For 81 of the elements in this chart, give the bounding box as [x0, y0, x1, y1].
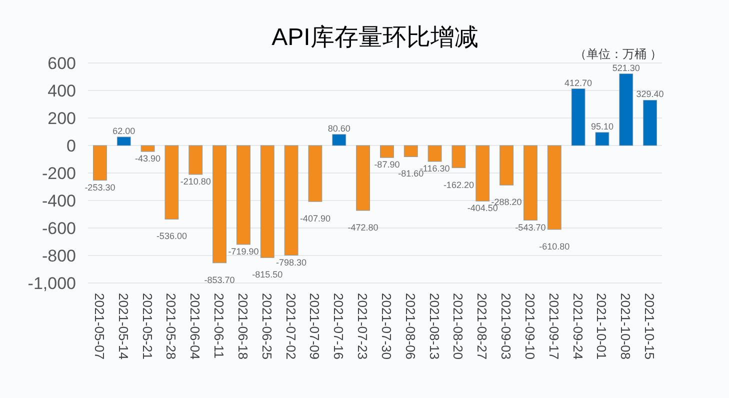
bar: [188, 145, 203, 175]
bar: [116, 136, 131, 146]
y-tick-label: -400: [42, 192, 76, 210]
bar: [404, 145, 418, 157]
bar: [500, 145, 514, 186]
bar: [212, 145, 226, 264]
bar: [284, 145, 298, 256]
chart-title: API库存量环比增减: [272, 24, 478, 51]
bar: [595, 132, 610, 146]
x-tick-label: 2021-10-15: [642, 293, 658, 360]
bar: [260, 145, 274, 258]
y-tick-label: 0: [66, 136, 76, 156]
data-label: -87.90: [374, 160, 400, 170]
bar: [571, 88, 586, 146]
bar: [428, 145, 442, 162]
text: （单位：万桶 ）: [574, 47, 662, 61]
bar: [619, 74, 634, 146]
data-label: -407.90: [300, 214, 330, 224]
data-label: -610.80: [539, 241, 570, 252]
x-tick-label: 2021-09-17: [546, 293, 562, 360]
data-label: -472.80: [348, 222, 378, 233]
data-label: 62.00: [112, 126, 136, 136]
x-tick-label: 2021-10-08: [618, 293, 634, 360]
x-tick-label: 2021-06-04: [188, 293, 203, 360]
x-tick-label: 2021-07-09: [307, 293, 322, 360]
y-tick-label: -200: [42, 164, 76, 183]
bar: [356, 145, 370, 211]
x-tick-label: 2021-09-24: [570, 293, 586, 360]
y-tick-label: -800: [42, 246, 76, 266]
data-label: -853.70: [204, 274, 235, 285]
data-label: -162.20: [443, 180, 474, 190]
data-label: 521.30: [612, 62, 640, 73]
data-label: -798.30: [276, 257, 307, 268]
data-label: -536.00: [156, 231, 187, 242]
y-tick-label: 600: [48, 54, 76, 73]
bar: [452, 145, 466, 168]
x-tick-label: 2021-05-21: [140, 293, 155, 360]
data-label: -253.30: [84, 182, 116, 192]
x-tick-label: 2021-05-14: [116, 293, 131, 360]
x-tick-label: 2021-06-11: [212, 293, 227, 359]
data-label: 80.60: [328, 123, 350, 134]
bar: [476, 145, 490, 202]
bar: [93, 145, 107, 181]
x-tick-label: 2021-07-30: [378, 293, 394, 360]
x-tick-label: 2021-08-06: [402, 293, 418, 360]
data-label: 412.70: [564, 78, 592, 88]
y-tick-label: -1,000: [28, 274, 76, 293]
x-tick-label: 2021-09-03: [498, 293, 514, 360]
data-label: -43.90: [135, 154, 161, 164]
bar: [308, 145, 322, 202]
bar: [332, 134, 346, 146]
bar: [547, 145, 562, 230]
data-label: 329.40: [636, 89, 664, 100]
x-tick-label: 2021-08-13: [426, 293, 442, 360]
data-label: -81.60: [398, 168, 424, 179]
x-tick-label: 2021-08-27: [474, 293, 490, 360]
x-tick-label: 2021-05-28: [164, 293, 179, 360]
x-tick-label: 2021-08-20: [450, 293, 466, 360]
x-tick-label: 2021-09-10: [522, 293, 538, 360]
bar: [236, 145, 250, 245]
bar: [524, 145, 538, 221]
x-tick-label: 2021-10-01: [594, 293, 610, 360]
data-label: -815.50: [252, 270, 283, 280]
y-tick-label: -600: [42, 219, 76, 238]
bar: [164, 145, 179, 220]
x-tick-label: 2021-07-02: [283, 293, 298, 360]
y-tick-label: 400: [48, 82, 76, 100]
x-tick-label: 2021-06-25: [259, 293, 274, 360]
bar: [140, 145, 155, 152]
bar: [643, 100, 657, 146]
x-tick-label: 2021-07-23: [355, 293, 370, 360]
x-tick-label: 2021-07-16: [331, 293, 346, 360]
bar: [380, 145, 394, 158]
x-tick-label: 2021-05-07: [92, 293, 107, 360]
data-label: -543.70: [515, 222, 546, 232]
x-tick-label: 2021-06-18: [235, 293, 250, 360]
data-label: -404.50: [467, 203, 498, 214]
data-label: -210.80: [180, 176, 211, 186]
y-tick-label: 200: [48, 109, 76, 128]
data-label: -719.90: [228, 246, 259, 256]
data-label: 95.10: [590, 121, 614, 132]
